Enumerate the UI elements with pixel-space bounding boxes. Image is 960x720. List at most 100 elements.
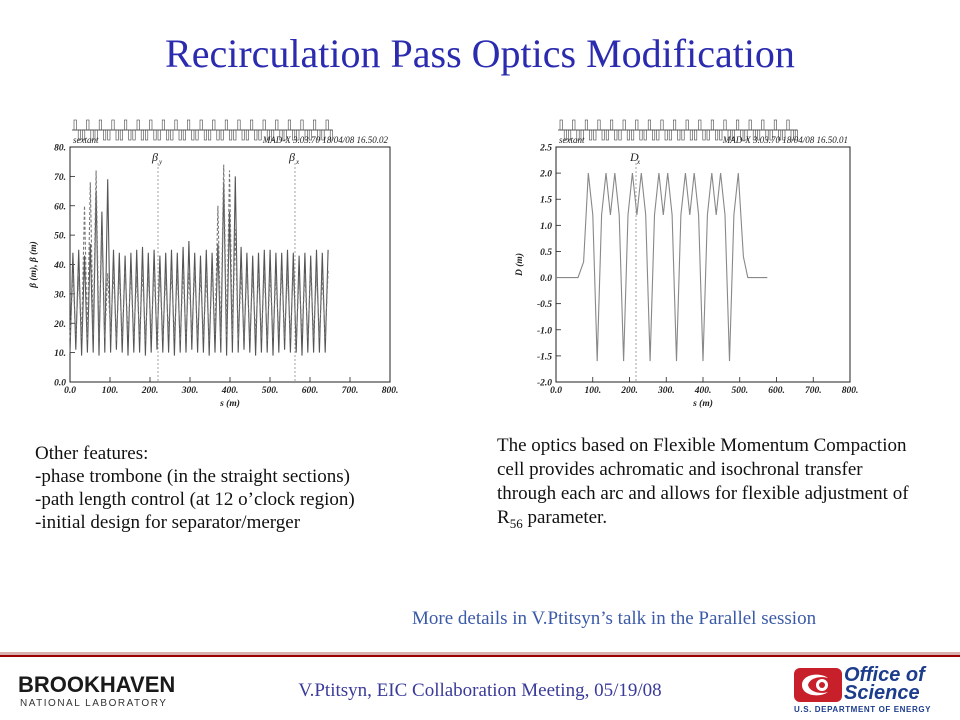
lattice-magnet — [166, 129, 170, 141]
lattice-magnet — [719, 129, 723, 141]
slide-title: Recirculation Pass Optics Modification — [165, 31, 795, 76]
feature-item: -phase trombone (in the straight section… — [35, 466, 351, 487]
series-line-βy — [69, 164, 329, 341]
lattice-magnet — [199, 119, 203, 131]
lattice-magnet — [153, 129, 157, 141]
x-tick-label: 100. — [584, 386, 601, 396]
lattice-magnet — [287, 119, 291, 131]
lattice-magnet — [736, 119, 740, 131]
y-tick-label: -0.5 — [537, 300, 552, 310]
lattice-magnet — [124, 119, 128, 131]
lattice-magnet — [647, 119, 651, 131]
x-axis-label: s (m) — [219, 398, 240, 409]
lattice-magnet — [639, 129, 643, 141]
legend-label-sub: y — [158, 158, 163, 166]
lattice-magnet — [296, 129, 300, 141]
y-tick-label: 1.5 — [540, 196, 552, 206]
y-axis-label: D (m) — [514, 253, 525, 277]
lattice-magnet — [283, 129, 287, 141]
doe-logo-line1: Office of — [844, 664, 925, 686]
y-tick-label: 30. — [53, 290, 66, 300]
lattice-magnet — [229, 129, 233, 141]
lattice-magnet — [593, 129, 597, 141]
x-tick-label: 400. — [694, 386, 712, 396]
lattice-magnet — [111, 119, 115, 131]
lattice-magnet — [182, 129, 186, 141]
lattice-magnet — [702, 129, 706, 141]
dispersion-chart: sextant MAD-X 3.03.70 18/04/08 16.50.01 0.… — [514, 119, 859, 409]
details-note: More details in V.Ptitsyn’s talk in the … — [412, 608, 817, 629]
lattice-magnet — [237, 119, 241, 131]
lattice-magnet — [580, 129, 584, 141]
lattice-magnet — [618, 129, 622, 141]
lattice-magnet — [250, 119, 254, 131]
x-tick-label: 400. — [221, 386, 239, 396]
doe-logo-line2: Science — [844, 682, 920, 704]
y-tick-label: 40. — [53, 261, 66, 271]
lattice-magnet — [157, 129, 161, 141]
x-tick-label: 500. — [262, 386, 279, 396]
lattice-magnet — [329, 129, 333, 141]
x-tick-label: 800. — [842, 386, 859, 396]
lattice-magnet — [685, 119, 689, 131]
y-tick-label: -1.0 — [537, 326, 552, 336]
lattice-magnet — [576, 129, 580, 141]
doe-office-of-science-logo: Office of Science U.S. DEPARTMENT OF ENE… — [790, 662, 955, 717]
lattice-magnet — [597, 119, 601, 131]
lattice-magnet — [710, 119, 714, 131]
lattice-magnet — [681, 129, 685, 141]
lattice-magnet — [140, 129, 144, 141]
dispersion-plot: sextant MAD-X 3.03.70 18/04/08 16.50.01 0.… — [488, 95, 873, 420]
lattice-magnet — [782, 129, 786, 141]
lattice-magnet — [723, 119, 727, 131]
lattice-magnet — [689, 129, 693, 141]
lattice-magnet — [601, 129, 605, 141]
lattice-magnet — [694, 129, 698, 141]
lattice-magnet — [308, 129, 312, 141]
lattice-magnet — [254, 129, 258, 141]
lattice-magnet — [677, 129, 681, 141]
lattice-magnet — [321, 129, 325, 141]
footer-text: V.Ptitsyn, EIC Collaboration Meeting, 05… — [298, 680, 662, 701]
other-features-text: Other features: -phase trombone (in the … — [35, 442, 395, 534]
lattice-magnet — [203, 129, 207, 141]
lattice-magnet — [635, 119, 639, 131]
beta-function-chart: sextant MAD-X 3.03.70 18/04/08 16.50.02 0.… — [28, 119, 398, 409]
lattice-magnet — [300, 119, 304, 131]
lattice-magnet — [584, 119, 588, 131]
lattice-magnet — [622, 119, 626, 131]
lattice-magnet — [132, 129, 136, 141]
lattice-magnet — [325, 119, 329, 131]
lattice-magnet — [149, 119, 153, 131]
lattice-magnet — [90, 129, 94, 141]
lattice-magnet — [769, 129, 773, 141]
footer-shade — [0, 652, 960, 655]
feature-item: -path length control (at 12 o’clock regi… — [35, 489, 355, 510]
legend-label: β — [288, 150, 295, 164]
x-tick-label: 700. — [805, 386, 822, 396]
lattice-magnet — [706, 129, 710, 141]
y-tick-label: 2.5 — [539, 144, 552, 154]
lattice-magnet — [786, 119, 790, 131]
x-tick-label: 600. — [768, 386, 785, 396]
y-tick-label: 60. — [54, 202, 66, 212]
lattice-magnet — [178, 129, 182, 141]
optics-description-text: The optics based on Flexible Momentum Co… — [497, 435, 909, 528]
lattice-magnet — [212, 119, 216, 131]
lattice-magnet — [731, 129, 735, 141]
lattice-magnet — [94, 129, 98, 141]
lattice-magnet — [195, 129, 199, 141]
lattice-magnet — [233, 129, 237, 141]
y-tick-label: 2.0 — [539, 170, 552, 180]
lattice-magnet — [744, 129, 748, 141]
lattice-magnet — [271, 129, 275, 141]
lattice-magnet — [304, 129, 308, 141]
lattice-magnet — [317, 129, 321, 141]
lattice-magnet — [660, 119, 664, 131]
x-tick-label: 0.0 — [550, 386, 562, 396]
y-tick-label: 1.0 — [540, 222, 552, 232]
lattice-magnet — [224, 119, 228, 131]
legend-label-sub: x — [295, 158, 300, 166]
lattice-magnet — [790, 129, 794, 141]
lattice-magnet — [563, 129, 567, 141]
